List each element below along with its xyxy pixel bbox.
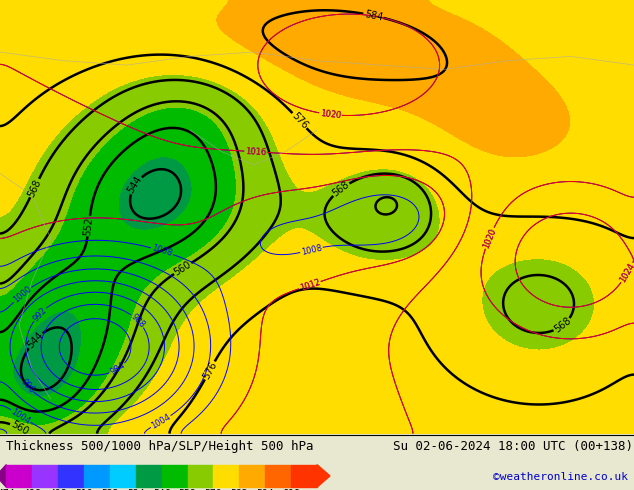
Text: 1012: 1012 (299, 277, 321, 293)
Text: Su 02-06-2024 18:00 UTC (00+138): Su 02-06-2024 18:00 UTC (00+138) (393, 441, 633, 453)
Text: 1004: 1004 (10, 407, 32, 426)
Text: 552: 552 (82, 216, 95, 236)
Text: 1000: 1000 (11, 284, 33, 304)
Bar (291, 465, 317, 487)
Text: 544: 544 (126, 174, 145, 196)
Text: 1020: 1020 (320, 109, 342, 120)
Text: 1016: 1016 (245, 147, 267, 157)
Text: 988: 988 (129, 312, 146, 329)
Text: 568: 568 (26, 177, 43, 198)
Text: 1024: 1024 (618, 262, 634, 284)
Text: 568: 568 (552, 316, 573, 335)
Bar (58, 465, 84, 487)
Text: 1004: 1004 (150, 413, 172, 431)
FancyArrow shape (0, 465, 6, 487)
Text: 560: 560 (9, 419, 30, 437)
Text: 1012: 1012 (299, 277, 321, 293)
Text: ©weatheronline.co.uk: ©weatheronline.co.uk (493, 471, 628, 482)
Text: 576: 576 (201, 360, 219, 381)
Text: 560: 560 (172, 259, 193, 278)
Text: Thickness 500/1000 hPa/SLP/Height 500 hPa: Thickness 500/1000 hPa/SLP/Height 500 hP… (6, 441, 314, 453)
FancyArrow shape (317, 465, 330, 487)
Text: 1020: 1020 (481, 226, 498, 249)
Text: 1008: 1008 (151, 244, 174, 258)
Text: 1016: 1016 (245, 147, 267, 157)
Bar (136, 465, 162, 487)
Text: 568: 568 (330, 179, 351, 199)
Bar (265, 465, 291, 487)
Text: 1020: 1020 (320, 109, 342, 120)
Text: 584: 584 (363, 9, 384, 23)
Bar (188, 465, 214, 487)
Text: 984: 984 (108, 361, 127, 377)
Text: 576: 576 (290, 110, 309, 131)
Text: 992: 992 (31, 305, 48, 323)
Bar (214, 465, 239, 487)
Text: 1024: 1024 (618, 262, 634, 284)
Text: 1020: 1020 (481, 226, 498, 249)
Bar (110, 465, 136, 487)
Bar (6, 465, 32, 487)
Text: 544: 544 (25, 330, 45, 350)
Bar (240, 465, 265, 487)
Bar (84, 465, 110, 487)
Bar (32, 465, 58, 487)
Text: 1008: 1008 (300, 243, 323, 257)
Text: 996: 996 (18, 377, 36, 395)
Bar (162, 465, 188, 487)
